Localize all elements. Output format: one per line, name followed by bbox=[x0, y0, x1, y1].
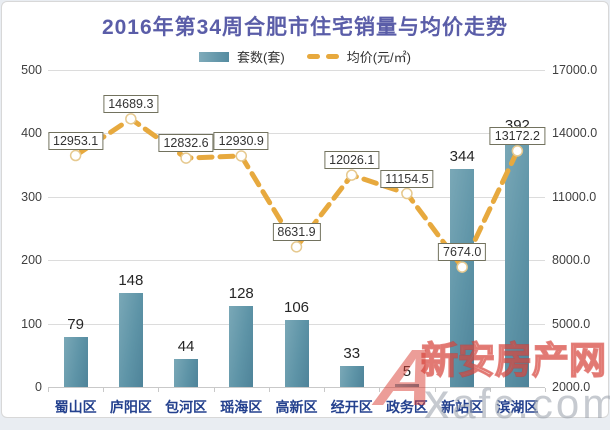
plot-area: 791484412810633534439212953.114689.31283… bbox=[48, 70, 545, 387]
line-point-marker bbox=[235, 150, 248, 162]
category-label: 滨湖区 bbox=[496, 399, 539, 415]
y-axis-left-tick-label: 0 bbox=[35, 380, 42, 394]
line-point-label: 12930.9 bbox=[213, 131, 269, 150]
y-axis-right-tick-label: 11000.0 bbox=[552, 189, 597, 204]
bar-value-label: 106 bbox=[283, 298, 310, 316]
x-axis-tick bbox=[268, 388, 270, 392]
line-point-marker bbox=[180, 152, 192, 164]
y-axis-right-tick-label: 14000.0 bbox=[552, 126, 598, 141]
line-point-label: 12026.1 bbox=[324, 151, 380, 170]
category-label: 新站区 bbox=[441, 399, 484, 415]
x-axis-tick bbox=[48, 388, 49, 392]
y-axis-left-tick-label: 400 bbox=[21, 126, 42, 141]
line-point-marker bbox=[511, 145, 524, 157]
x-axis-tick bbox=[379, 388, 381, 392]
y-axis-right-tick-label: 5000.0 bbox=[552, 316, 591, 331]
bar bbox=[174, 359, 199, 387]
bar-series-legend-label: 套数(套) bbox=[237, 50, 285, 65]
bar-value-label: 79 bbox=[67, 315, 84, 333]
bar-value-label: 33 bbox=[343, 345, 361, 363]
x-axis-tick bbox=[434, 388, 436, 392]
gridline bbox=[48, 260, 545, 262]
y-axis-left-tick-label: 100 bbox=[21, 316, 42, 331]
category-label: 包河区 bbox=[165, 399, 208, 415]
chart-title: 2016年第34周合肥市住宅销量与均价走势 bbox=[101, 16, 509, 39]
price-line bbox=[69, 113, 524, 273]
line-series-swatch-icon bbox=[306, 54, 339, 59]
y-axis-right-tick-label: 2000.0 bbox=[552, 380, 591, 394]
line-series-legend-label: 均价(元/㎡) bbox=[346, 50, 411, 65]
line-point-marker bbox=[69, 149, 82, 162]
line-point-label: 12953.1 bbox=[48, 131, 104, 150]
bar bbox=[118, 293, 143, 387]
line-point-marker bbox=[345, 169, 358, 181]
bar bbox=[450, 168, 475, 387]
bar bbox=[394, 383, 419, 387]
x-axis-line bbox=[48, 387, 545, 388]
line-point-label: 12832.6 bbox=[158, 134, 214, 153]
line-point-marker bbox=[456, 261, 468, 273]
x-axis-tick bbox=[103, 388, 105, 392]
line-point-label: 11154.5 bbox=[380, 169, 434, 188]
bar bbox=[229, 305, 254, 387]
category-label: 庐阳区 bbox=[109, 399, 152, 415]
x-axis-tick bbox=[213, 388, 215, 392]
y-axis-left-tick-label: 300 bbox=[21, 189, 42, 204]
line-point-marker bbox=[290, 241, 303, 253]
line-point-label: 7674.0 bbox=[438, 243, 487, 262]
bar-value-label: 344 bbox=[449, 147, 475, 165]
bar bbox=[63, 336, 88, 387]
gridline bbox=[48, 196, 545, 198]
category-label: 政务区 bbox=[385, 399, 428, 415]
bar-value-label: 128 bbox=[228, 284, 254, 302]
line-point-label: 13172.2 bbox=[489, 126, 545, 145]
line-point-marker bbox=[401, 187, 413, 200]
bar bbox=[505, 138, 530, 387]
line-point-label: 14689.3 bbox=[103, 94, 159, 113]
line-point-marker bbox=[125, 113, 137, 125]
bar bbox=[339, 366, 364, 387]
y-axis-right-tick-label: 8000.0 bbox=[552, 253, 591, 268]
gridline bbox=[48, 70, 545, 71]
chart-legend: 套数(套) 均价(元/㎡) bbox=[0, 47, 610, 66]
category-label: 经开区 bbox=[330, 399, 373, 415]
bar-value-label: 5 bbox=[402, 362, 412, 380]
category-label: 瑶海区 bbox=[220, 399, 263, 415]
y-axis-left-tick-label: 200 bbox=[21, 253, 42, 268]
line-point-label: 8631.9 bbox=[272, 222, 321, 241]
y-axis-left-tick-label: 500 bbox=[21, 63, 42, 77]
bar bbox=[284, 319, 309, 387]
x-axis-tick bbox=[324, 388, 326, 392]
bar-value-label: 44 bbox=[177, 338, 195, 356]
category-label: 高新区 bbox=[275, 399, 318, 415]
category-label: 蜀山区 bbox=[54, 399, 97, 415]
x-axis-tick bbox=[158, 388, 160, 392]
gridline bbox=[48, 133, 545, 135]
bar-value-label: 148 bbox=[118, 272, 144, 290]
x-axis-tick bbox=[545, 388, 546, 392]
bar-series-swatch-icon bbox=[199, 51, 230, 62]
x-axis-tick bbox=[489, 388, 491, 392]
y-axis-right-tick-label: 17000.0 bbox=[552, 63, 598, 77]
